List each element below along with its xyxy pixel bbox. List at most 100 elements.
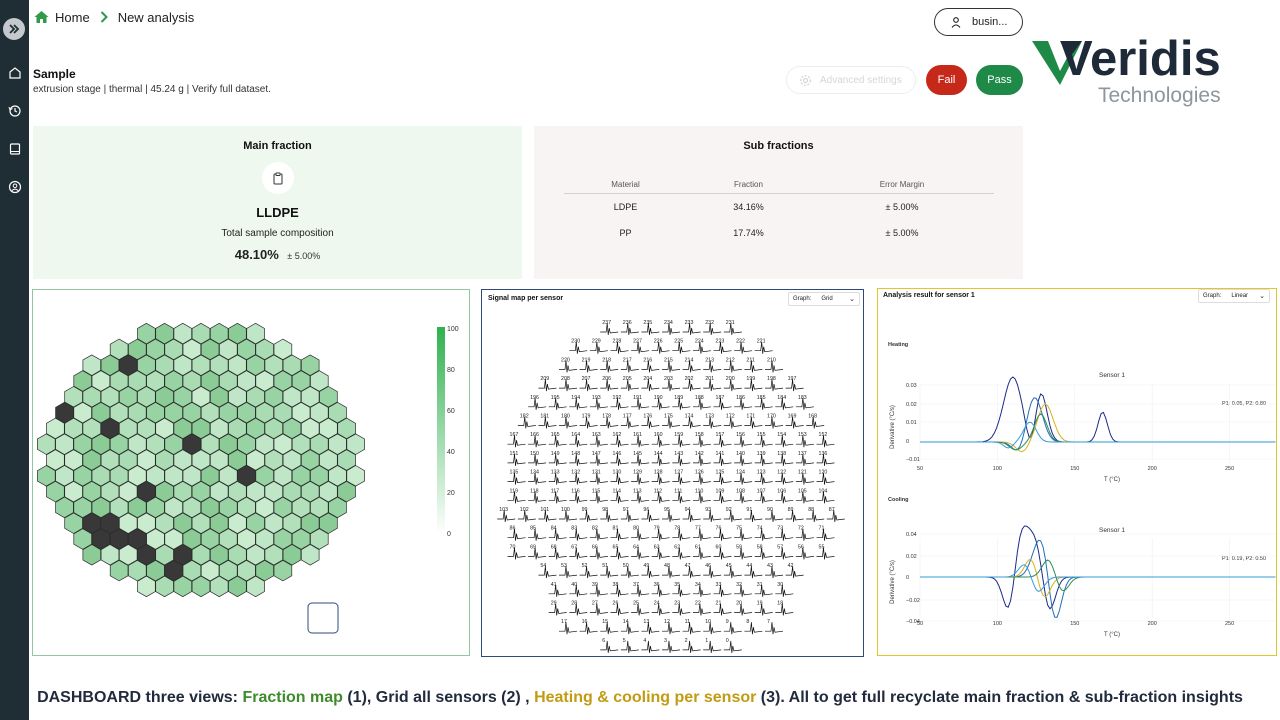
hex-cell: [264, 480, 284, 503]
hex-cell: [82, 449, 102, 471]
sensor-label: 231: [726, 320, 735, 326]
caption-fraction-map: Fraction map: [242, 689, 343, 706]
column-header-error-margin: Error Margin: [879, 180, 925, 189]
sensor-signal-trace: [765, 360, 784, 373]
sensor-label: 35: [674, 582, 680, 588]
sidebar-item-library[interactable]: [4, 138, 25, 159]
chevron-right-icon: [100, 11, 108, 23]
hex-cell: [273, 496, 293, 519]
hex-cell: [237, 559, 256, 582]
sensor-signal-trace: [528, 453, 547, 466]
sensor-signal-trace: [795, 472, 814, 485]
hex-cell: [264, 354, 284, 376]
hex-cell: [146, 401, 165, 424]
sensor-signal-trace: [651, 584, 670, 597]
sensor-label: 178: [602, 414, 611, 420]
sensor-signal-trace: [569, 453, 588, 466]
sensor-label: 159: [674, 432, 683, 438]
hex-cell: [191, 354, 211, 376]
analysis-graph-select[interactable]: Graph: Linear ⌄: [1198, 289, 1270, 303]
hex-fraction-map[interactable]: 100 80 60 40 20 0: [33, 290, 469, 655]
hex-cell: [155, 386, 174, 408]
hex-cell: [219, 496, 238, 519]
sensor-label: 46: [705, 563, 711, 569]
breadcrumb-home[interactable]: Home: [55, 9, 90, 25]
hex-cell: [173, 386, 193, 408]
sensor-label: 83: [571, 526, 577, 532]
sensor-signal-trace: [610, 603, 629, 616]
sensor-label: 204: [643, 376, 652, 382]
main-fraction-margin: ± 5.00%: [287, 251, 321, 261]
sensor-signal-trace: [734, 547, 753, 560]
sensor-label: 189: [674, 395, 683, 401]
sidebar-item-history[interactable]: [4, 100, 25, 121]
sensor-signal-trace: [816, 491, 835, 504]
sensor-signal-trace: [692, 435, 711, 448]
hex-cell: [118, 449, 138, 471]
expand-sidebar-button[interactable]: [3, 18, 25, 40]
hex-cell: [128, 559, 147, 582]
double-chevron-right-icon: [9, 24, 20, 34]
signal-graph-select[interactable]: Graph: Grid ⌄: [788, 292, 860, 306]
hex-cell: [209, 449, 229, 471]
caption-heating-cooling: Heating & cooling per sensor: [534, 689, 757, 706]
sensor-label: 117: [551, 488, 559, 494]
sensor-label: 212: [726, 357, 735, 363]
hex-cell: [82, 386, 102, 408]
hex-cell: [237, 338, 256, 361]
user-menu-button[interactable]: busin...: [934, 8, 1023, 36]
hex-cell: [191, 512, 211, 534]
sidebar-item-home[interactable]: [4, 62, 25, 83]
sensor-label: 162: [613, 432, 622, 438]
hex-cell: [182, 401, 202, 424]
sensor-label: 157: [716, 432, 725, 438]
clipboard-icon: [262, 162, 294, 194]
sensor-label: 194: [571, 395, 580, 401]
sensor-label: 33: [716, 582, 722, 588]
caption-part: (3). All to get full recyclate main frac…: [756, 689, 1243, 706]
home-icon[interactable]: [34, 10, 49, 24]
sensor-label: 190: [654, 395, 663, 401]
heating-curve: [920, 421, 1276, 449]
sensor-signal-trace: [600, 322, 619, 336]
hex-cell: [191, 386, 211, 408]
sensor-signal-trace: [682, 622, 701, 635]
heating-xlabel: T (°C): [1104, 477, 1120, 483]
sensor-label: 134: [530, 470, 539, 476]
hex-cell: [219, 370, 238, 392]
hex-cell: [91, 433, 111, 455]
hex-cell: [146, 433, 165, 455]
cooling-curve: [920, 559, 1276, 592]
sensor-label: 202: [685, 376, 694, 382]
sensor-label: 42: [788, 563, 794, 569]
sensor-signal-trace: [723, 379, 742, 392]
hex-cell: [319, 449, 338, 471]
main-fraction-value-row: 48.10% ± 5.00%: [33, 246, 522, 264]
sensor-signal-trace: [631, 547, 650, 560]
fail-button[interactable]: Fail: [926, 65, 967, 95]
sensor-signal-trace: [569, 491, 588, 504]
hex-cell: [255, 401, 274, 424]
hex-cell: [200, 496, 220, 519]
heating-curve: [920, 376, 1276, 443]
advanced-settings-button[interactable]: Advanced settings: [786, 66, 916, 94]
sensor-signal-trace: [806, 416, 825, 429]
pass-button[interactable]: Pass: [976, 65, 1023, 95]
sensor-signal-trace: [569, 397, 588, 410]
main-fraction-value: 48.10%: [234, 247, 279, 262]
hex-cell: [237, 465, 256, 487]
sensor-signal-trace: [734, 584, 753, 597]
hex-cell: [337, 449, 356, 471]
sensor-signal-trace: [795, 491, 814, 504]
sensor-label: 28: [571, 601, 577, 607]
sensor-label: 207: [582, 376, 591, 382]
cooling-curve: [920, 559, 1276, 598]
sidebar-item-account[interactable]: [4, 176, 25, 197]
sensor-signal-trace: [620, 622, 639, 635]
sensor-signal-trace: [713, 603, 732, 616]
sensor-signal-trace: [692, 528, 711, 541]
cooling-ytick-label: 0.04: [906, 532, 917, 538]
sensor-signal-trace: [651, 528, 670, 541]
